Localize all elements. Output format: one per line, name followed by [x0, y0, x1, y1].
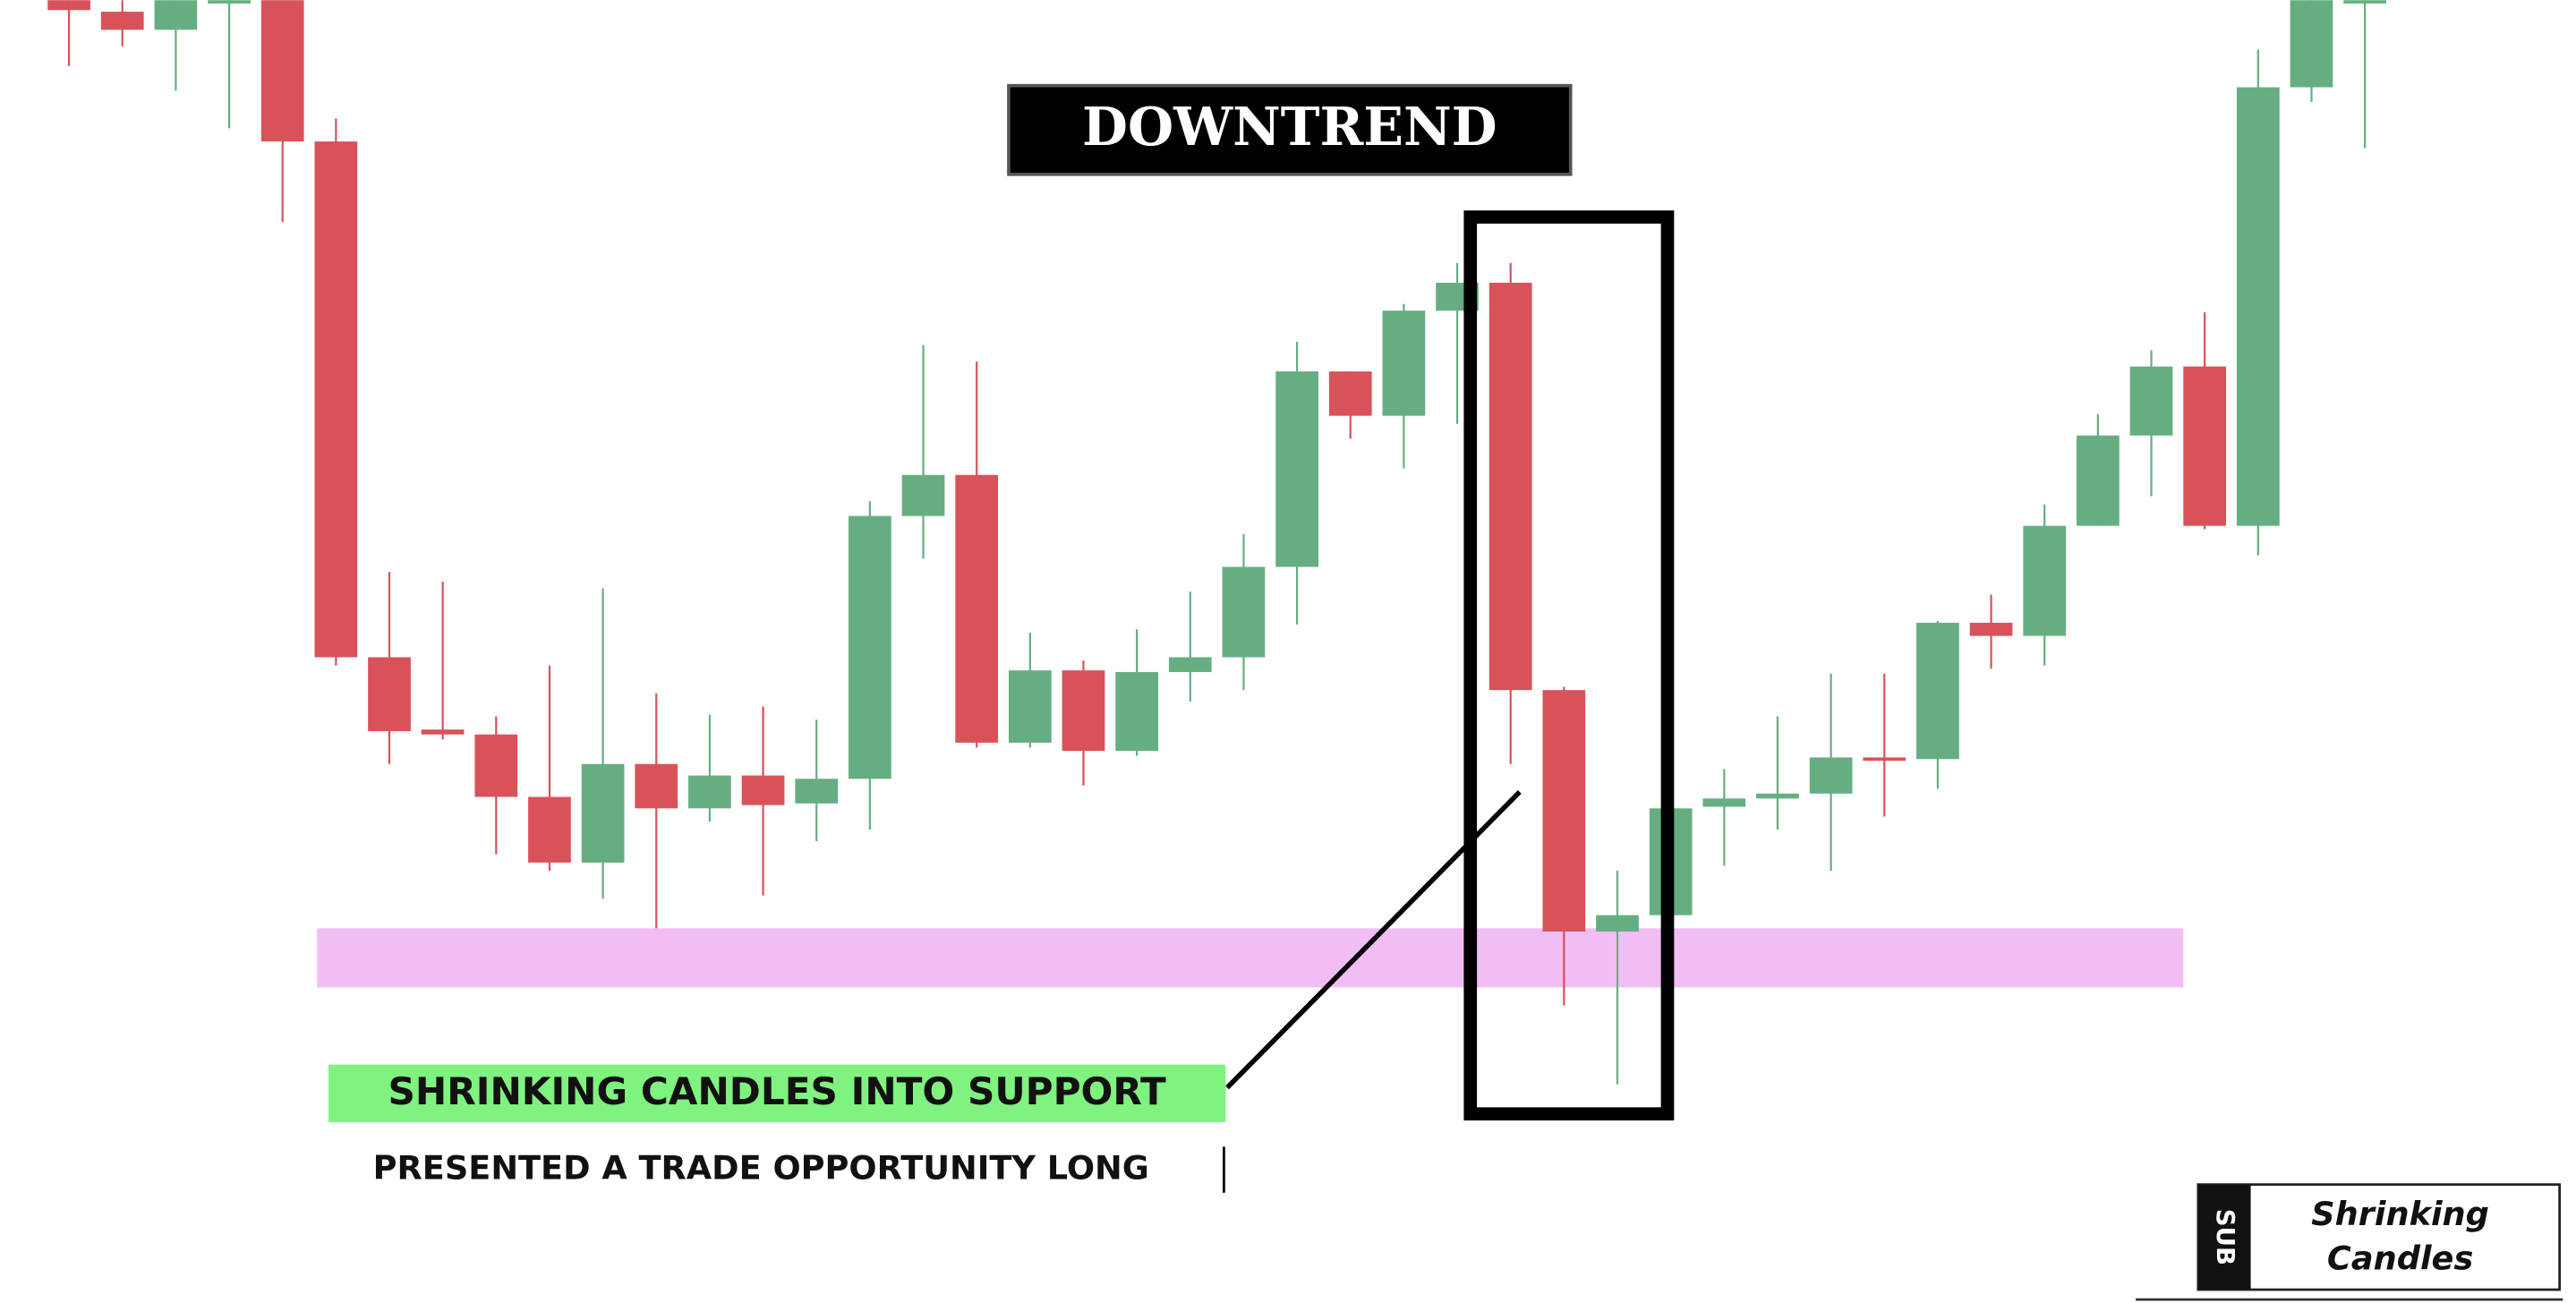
candle-body — [1062, 670, 1105, 752]
candle-body — [100, 12, 144, 30]
candle-body — [1008, 670, 1052, 743]
candle-body — [1382, 311, 1426, 416]
candle-body — [47, 0, 90, 11]
candle-body — [955, 474, 999, 743]
candle-body — [528, 796, 571, 863]
candle-body — [1596, 915, 1639, 932]
candle-body — [795, 779, 839, 804]
candle-body — [2290, 0, 2333, 88]
pointer-line — [1225, 789, 1522, 1090]
candle-body — [2077, 435, 2120, 526]
candle-body — [1969, 622, 2013, 636]
candle-body — [1756, 793, 1799, 799]
candle-body — [1222, 566, 1266, 658]
candle-body — [741, 775, 785, 805]
candle-body — [2236, 87, 2280, 526]
title-box — [1007, 83, 1573, 176]
candle-body — [154, 0, 198, 30]
candle-body — [260, 0, 304, 142]
chart-title: DOWNTREND — [1082, 96, 1497, 158]
candle-body — [368, 657, 411, 732]
candle-body — [1115, 671, 1158, 752]
highlight-box — [1463, 210, 1675, 1121]
candle-body — [1275, 371, 1318, 567]
candle-body — [314, 141, 358, 658]
candle-body — [1916, 622, 1959, 760]
logo-text: Candles — [2327, 1239, 2473, 1278]
annotation: PRESENTED A TRADE OPPORTUNITY LONG — [373, 1149, 1149, 1188]
candle-body — [2343, 0, 2387, 4]
candle-body — [1328, 371, 1372, 416]
candle-body — [474, 734, 518, 797]
logo-box — [2196, 1183, 2562, 1291]
candle-body — [1488, 282, 1532, 691]
candle-body — [635, 763, 678, 809]
candle-body — [2023, 525, 2067, 636]
candle-body — [1168, 657, 1212, 672]
candle-body — [2183, 366, 2227, 526]
candle-body — [1702, 798, 1746, 807]
annotation-box — [328, 1064, 1226, 1122]
candle-body — [1863, 757, 1906, 762]
candle-body — [208, 0, 251, 4]
logo-mark-box — [2197, 1184, 2251, 1290]
support-zone — [317, 928, 2184, 988]
candle-body — [1809, 757, 1853, 794]
candle-body — [1542, 690, 1586, 932]
candle-body — [581, 763, 625, 863]
logo-text: Shrinking — [2311, 1195, 2489, 1233]
candle-body — [2129, 366, 2173, 436]
candle-body — [901, 474, 945, 516]
annotation: SHRINKING CANDLES INTO SUPPORT — [388, 1069, 1166, 1113]
candle-body — [849, 515, 891, 779]
candle-body — [688, 775, 731, 809]
candle-body — [421, 729, 465, 735]
logo-mark: SUB — [2211, 1209, 2239, 1265]
